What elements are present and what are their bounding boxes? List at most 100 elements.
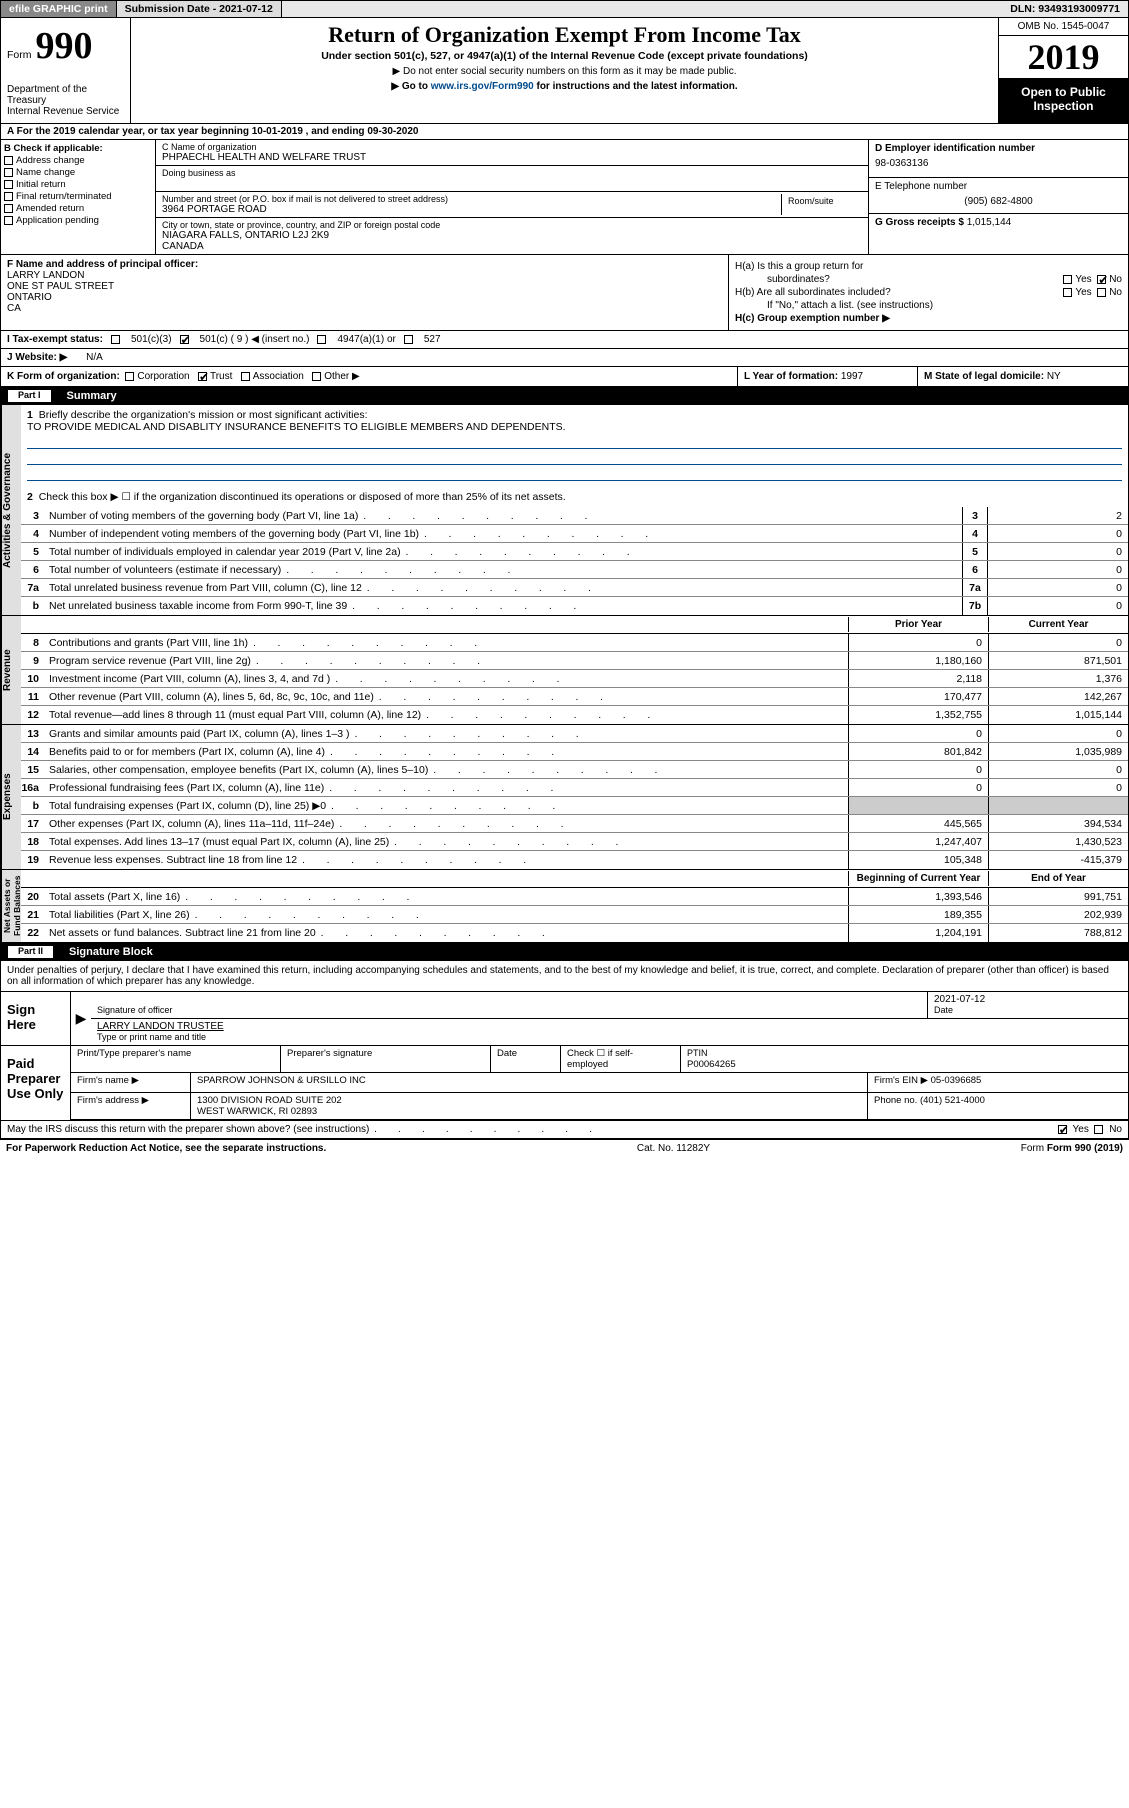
line-5: 5Total number of individuals employed in…	[21, 543, 1128, 561]
firm-name: SPARROW JOHNSON & URSILLO INC	[191, 1073, 868, 1093]
paid-prep-lbl: Paid Preparer Use Only	[1, 1046, 71, 1120]
org-name: PHPAECHL HEALTH AND WELFARE TRUST	[162, 152, 862, 163]
part2-title: Signature Block	[69, 946, 153, 958]
year-formation: 1997	[841, 371, 863, 382]
prep-check[interactable]: Check ☐ if self-employed	[561, 1046, 681, 1073]
cb-corp[interactable]	[125, 372, 134, 381]
ssn-note: ▶ Do not enter social security numbers o…	[135, 66, 994, 77]
vtab-netassets: Net Assets or Fund Balances	[1, 870, 21, 942]
hb-yes[interactable]	[1063, 288, 1072, 297]
sig-officer-lbl: Signature of officer	[97, 1005, 172, 1015]
discuss-yes[interactable]	[1058, 1125, 1067, 1134]
cb-501c3[interactable]	[111, 335, 120, 344]
tax-year-line: A For the 2019 calendar year, or tax yea…	[0, 124, 1129, 140]
cb-address-change[interactable]: Address change	[4, 155, 152, 166]
officer-name: LARRY LANDON	[7, 270, 84, 281]
section-fh: F Name and address of principal officer:…	[0, 255, 1129, 331]
street-lbl: Number and street (or P.O. box if mail i…	[162, 194, 781, 204]
discuss-no[interactable]	[1094, 1125, 1103, 1134]
box-h: H(a) Is this a group return for subordin…	[728, 255, 1128, 330]
begin-year-hdr: Beginning of Current Year	[848, 871, 988, 886]
officer-addr3: CA	[7, 303, 21, 314]
line-16a: 16aProfessional fundraising fees (Part I…	[21, 779, 1128, 797]
q2-text: Check this box ▶ ☐ if the organization d…	[39, 491, 566, 503]
vtab-expenses: Expenses	[1, 725, 21, 869]
hb-note: If "No," attach a list. (see instruction…	[767, 300, 933, 311]
efile-print-btn[interactable]: efile GRAPHIC print	[1, 1, 117, 17]
line-14: 14Benefits paid to or for members (Part …	[21, 743, 1128, 761]
cb-final-return[interactable]: Final return/terminated	[4, 191, 152, 202]
form-header: Form990 Department of the Treasury Inter…	[0, 18, 1129, 124]
domicile: NY	[1047, 371, 1061, 382]
line-12: 12Total revenue—add lines 8 through 11 (…	[21, 706, 1128, 724]
street-val: 3964 PORTAGE ROAD	[162, 204, 781, 215]
year-formation-lbl: L Year of formation:	[744, 371, 841, 382]
open-public: Open to Public Inspection	[999, 79, 1128, 123]
netassets-section: Net Assets or Fund Balances Beginning of…	[0, 870, 1129, 943]
prep-sig-lbl: Preparer's signature	[281, 1046, 491, 1073]
tax-status-lbl: I Tax-exempt status:	[7, 334, 103, 345]
arrow-icon: ▶	[76, 1010, 87, 1027]
irs-link[interactable]: www.irs.gov/Form990	[431, 81, 534, 92]
line-17: 17Other expenses (Part IX, column (A), l…	[21, 815, 1128, 833]
line-18: 18Total expenses. Add lines 13–17 (must …	[21, 833, 1128, 851]
ha-lbl: H(a) Is this a group return for	[735, 261, 863, 272]
sign-here-lbl: Sign Here	[1, 992, 71, 1045]
prep-name-lbl: Print/Type preparer's name	[71, 1046, 281, 1073]
goto-post: for instructions and the latest informat…	[534, 81, 738, 92]
firm-phone: (401) 521-4000	[920, 1095, 985, 1106]
ha-yes[interactable]	[1063, 275, 1072, 284]
cb-name-change[interactable]: Name change	[4, 167, 152, 178]
vtab-revenue: Revenue	[1, 616, 21, 724]
part1-num: Part I	[8, 390, 51, 402]
phone-val: (905) 682-4800	[875, 196, 1122, 207]
cb-other[interactable]	[312, 372, 321, 381]
org-name-lbl: C Name of organization	[162, 142, 862, 152]
cb-initial-return[interactable]: Initial return	[4, 179, 152, 190]
cb-assoc[interactable]	[241, 372, 250, 381]
firm-addr: 1300 DIVISION ROAD SUITE 202	[197, 1095, 342, 1106]
part2-header: Part II Signature Block	[0, 943, 1129, 961]
cb-501c[interactable]	[180, 335, 189, 344]
firm-ein-lbl: Firm's EIN ▶	[874, 1075, 928, 1086]
dba-lbl: Doing business as	[162, 168, 862, 178]
cb-app-pending[interactable]: Application pending	[4, 215, 152, 226]
section-klm: K Form of organization: Corporation Trus…	[0, 367, 1129, 387]
line-3: 3Number of voting members of the governi…	[21, 507, 1128, 525]
governance-section: Activities & Governance 1 Briefly descri…	[0, 405, 1129, 616]
form-subtitle: Under section 501(c), 527, or 4947(a)(1)…	[135, 50, 994, 62]
line-11: 11Other revenue (Part VIII, column (A), …	[21, 688, 1128, 706]
pra-notice: For Paperwork Reduction Act Notice, see …	[6, 1143, 326, 1154]
cb-4947[interactable]	[317, 335, 326, 344]
firm-addr-lbl: Firm's address ▶	[71, 1093, 191, 1120]
officer-addr1: ONE ST PAUL STREET	[7, 281, 114, 292]
line-4: 4Number of independent voting members of…	[21, 525, 1128, 543]
gross-lbl: G Gross receipts $	[875, 217, 967, 228]
firm-addr2: WEST WARWICK, RI 02893	[197, 1106, 317, 1117]
top-bar: efile GRAPHIC print Submission Date - 20…	[0, 0, 1129, 18]
mission-text: TO PROVIDE MEDICAL AND DISABLITY INSURAN…	[27, 421, 566, 433]
website-val: N/A	[86, 352, 103, 363]
cb-trust[interactable]	[198, 372, 207, 381]
revenue-section: Revenue Prior YearCurrent Year 8Contribu…	[0, 616, 1129, 725]
form-title: Return of Organization Exempt From Incom…	[135, 22, 994, 48]
part1-header: Part I Summary	[0, 387, 1129, 405]
firm-ein: 05-0396685	[931, 1075, 982, 1086]
part2-num: Part II	[8, 946, 53, 958]
form-ref: Form Form 990 (2019)	[1021, 1143, 1123, 1154]
expenses-section: Expenses 13Grants and similar amounts pa…	[0, 725, 1129, 870]
omb-number: OMB No. 1545-0047	[999, 18, 1128, 36]
ha-no[interactable]	[1097, 275, 1106, 284]
line-20: 20Total assets (Part X, line 16)1,393,54…	[21, 888, 1128, 906]
ha2-lbl: subordinates?	[767, 274, 1063, 285]
box-b-header: B Check if applicable:	[4, 143, 103, 154]
hb-no[interactable]	[1097, 288, 1106, 297]
prior-year-hdr: Prior Year	[848, 617, 988, 632]
cb-amended-return[interactable]: Amended return	[4, 203, 152, 214]
line-6: 6Total number of volunteers (estimate if…	[21, 561, 1128, 579]
cb-527[interactable]	[404, 335, 413, 344]
perjury-decl: Under penalties of perjury, I declare th…	[1, 961, 1128, 991]
dept-treasury: Department of the Treasury Internal Reve…	[7, 84, 124, 117]
gross-val: 1,015,144	[967, 217, 1012, 228]
box-d: D Employer identification number 98-0363…	[868, 140, 1128, 254]
